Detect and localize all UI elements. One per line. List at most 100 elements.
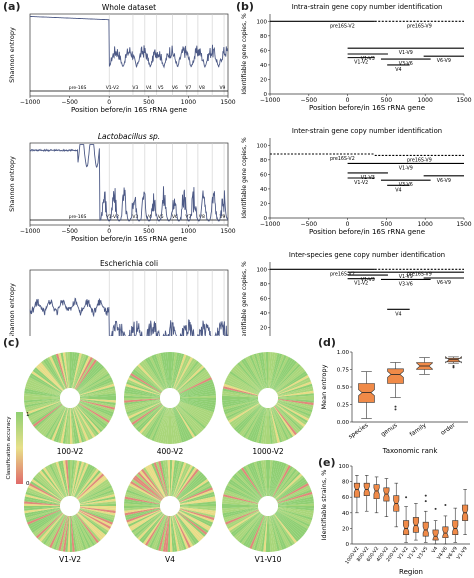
wheel-sector — [79, 507, 116, 514]
wheel-sector — [178, 370, 209, 393]
wheel-sector — [222, 388, 259, 397]
wheel-sector — [273, 405, 297, 436]
panel-b-segment-label: pre16S-V9 — [407, 157, 432, 163]
wheel-sector — [124, 498, 161, 505]
panel-b-segment-label: V1-V3 — [361, 56, 375, 62]
panel-a-entropy-line-1 — [29, 144, 229, 222]
wheel-sector — [247, 463, 264, 498]
wheel-sector — [174, 406, 193, 439]
wheel-sector — [173, 515, 189, 549]
box-category-label: 1000-V2 — [344, 546, 360, 566]
wheel-sector — [272, 514, 289, 549]
wheel-sector — [79, 399, 116, 406]
wheel-sector — [27, 379, 61, 395]
wheel-sector — [277, 390, 314, 397]
wheel-sector — [42, 359, 65, 390]
wheel-sector — [155, 515, 168, 551]
wheel-sector — [75, 405, 99, 436]
wheel-sector — [270, 515, 280, 551]
wheel-sector — [170, 407, 173, 444]
wheel-sector — [223, 400, 259, 410]
wheel-sector — [171, 460, 178, 497]
wheel-sector — [44, 514, 65, 546]
wheel-sector — [139, 513, 164, 542]
panel-a-region-label: V4 — [146, 85, 152, 91]
wheel-sector — [178, 480, 210, 501]
wheel-sector — [67, 515, 70, 552]
wheel-sector — [245, 357, 264, 390]
wheel-sector — [62, 407, 69, 444]
panel-b-ytick-label: 20 — [260, 77, 267, 83]
wheel-sector — [265, 515, 268, 552]
wheel-sector — [67, 407, 70, 444]
wheel-sector — [78, 510, 113, 527]
wheel-sector — [60, 352, 69, 389]
wheel-sector — [160, 460, 169, 497]
wheel-sector — [175, 466, 196, 498]
wheel-sector — [276, 370, 307, 393]
wheel-sector — [179, 400, 215, 413]
wheel-sector — [256, 353, 266, 389]
panel-label-d: (d) — [318, 336, 336, 349]
wheel-sector — [277, 503, 314, 506]
wheel-sector — [171, 407, 178, 444]
wheel-sector — [235, 363, 262, 391]
wheel-sector — [178, 402, 211, 421]
wheel-sector — [235, 471, 262, 499]
wheel-sector — [276, 403, 307, 426]
panel-b-xlabel: Position before/in 16S rRNA gene — [309, 104, 425, 112]
wheel-sector — [65, 352, 70, 389]
wheel-sector — [58, 407, 68, 443]
panel-b-ytick-label: 40 — [260, 63, 267, 69]
wheel-sector — [79, 379, 113, 395]
wheel-sector — [72, 353, 82, 389]
wheel-sector — [60, 407, 69, 444]
wheel-sector — [25, 508, 61, 521]
wheel-sector — [175, 514, 196, 546]
wheel-sector — [227, 375, 260, 394]
wheel-sector — [78, 375, 111, 394]
wheel-sector — [227, 483, 260, 502]
wheel-label: 400-V2 — [157, 447, 184, 456]
wheel-sector — [126, 509, 161, 523]
wheel-sector — [24, 388, 61, 397]
wheel-sector — [76, 405, 101, 434]
wheel-sector — [74, 514, 93, 547]
box-category-label: species — [347, 422, 369, 441]
wheel-sector — [177, 403, 208, 427]
panel-a-xtick-label: 0 — [107, 99, 111, 106]
wheel-sector — [176, 405, 201, 434]
panel-a-region-label: V9 — [219, 85, 225, 91]
wheel-sector — [41, 405, 65, 436]
wheel-sector — [74, 406, 91, 441]
wheel-sector — [274, 363, 301, 391]
wheel-sector — [272, 514, 291, 547]
box-ylabel: Mean entropy — [320, 364, 328, 409]
wheel-sector — [177, 404, 206, 429]
wheel-sector — [269, 515, 276, 552]
panel-a-region-label: V3 — [132, 214, 138, 220]
panel-a-xlabel: Position before/in 16S rRNA gene — [71, 235, 187, 243]
wheel-sector — [153, 354, 167, 389]
wheel-label: V1-V2 — [59, 555, 81, 564]
wheel-sector — [179, 509, 213, 525]
wheel-sector — [78, 483, 111, 502]
wheel-sector — [268, 460, 271, 497]
accuracy-wheel-4 — [124, 460, 216, 552]
wheel-sector — [42, 514, 65, 545]
wheel-sector — [277, 496, 314, 505]
box-body — [422, 521, 429, 537]
wheel-sector — [179, 399, 216, 406]
wheel-sector — [256, 407, 266, 443]
wheel-sector — [242, 358, 263, 390]
box-outlier — [444, 504, 447, 506]
wheel-sector — [251, 462, 265, 497]
wheel-sector — [137, 471, 164, 499]
wheel-sector — [79, 393, 116, 398]
wheel-sector — [155, 407, 168, 443]
wheel-sector — [271, 463, 287, 497]
wheel-sector — [176, 405, 203, 433]
wheel-sector — [124, 503, 161, 506]
wheel-sector — [31, 478, 62, 501]
panel-b-ylabel: Identifiable gene copies, % — [241, 137, 248, 219]
